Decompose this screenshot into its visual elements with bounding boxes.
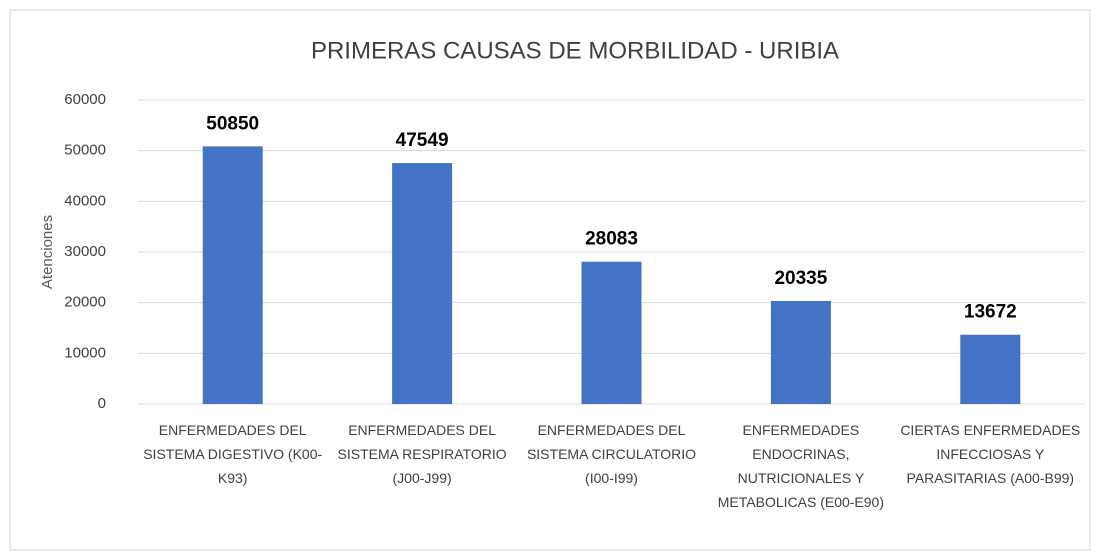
- data-label: 28083: [585, 229, 638, 250]
- y-tick-label: 30000: [64, 243, 106, 260]
- x-tick-label: CIERTAS ENFERMEDADES INFECCIOSAS Y PARAS…: [900, 422, 1081, 486]
- bar: [581, 261, 642, 404]
- bar: [770, 300, 831, 404]
- x-tick-label: ENFERMEDADES DEL SISTEMA CIRCULATORIO (I…: [526, 422, 697, 486]
- y-tick-label: 50000: [64, 142, 106, 159]
- y-tick-label: 60000: [64, 91, 106, 108]
- chart-title: PRIMERAS CAUSAS DE MORBILIDAD - URIBIA: [311, 37, 839, 64]
- bar: [392, 163, 453, 404]
- y-axis-label: Atenciones: [39, 215, 56, 289]
- data-label: 47549: [396, 130, 449, 151]
- x-tick-label: ENFERMEDADES DEL SISTEMA RESPIRATORIO (J…: [337, 422, 507, 486]
- y-tick-label: 40000: [64, 192, 106, 209]
- x-tick-label: ENFERMEDADES ENDOCRINAS, NUTRICIONALES Y…: [717, 422, 885, 510]
- x-tick-label: ENFERMEDADES DEL SISTEMA DIGESTIVO (K00-…: [143, 422, 323, 486]
- data-label: 50850: [206, 113, 259, 134]
- data-label: 20335: [774, 268, 827, 289]
- bar: [960, 334, 1021, 404]
- data-label: 13672: [964, 302, 1017, 323]
- bar: [202, 146, 263, 405]
- y-tick-label: 0: [98, 395, 106, 412]
- y-tick-label: 20000: [64, 294, 106, 311]
- y-tick-label: 10000: [64, 344, 106, 361]
